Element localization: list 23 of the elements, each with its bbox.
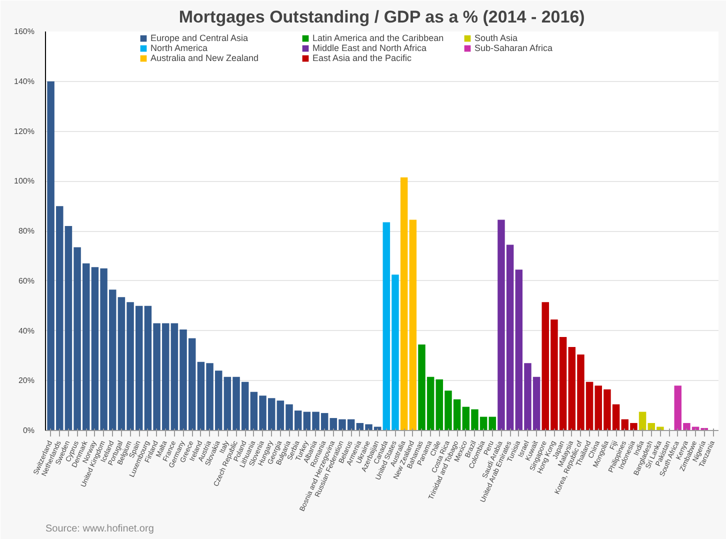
source-note: Source: www.hofinet.org — [46, 524, 154, 534]
y-tick-label: 120% — [14, 126, 35, 136]
y-tick-label: 100% — [14, 176, 35, 186]
y-tick-label: 80% — [18, 226, 35, 236]
y-tick-label: 60% — [18, 276, 35, 286]
legend-label: Sub-Saharan Africa — [474, 43, 554, 53]
chart-title: Mortgages Outstanding / GDP as a % (2014 - 2016) — [178, 8, 585, 26]
legend-label: North America — [150, 43, 209, 53]
bar — [488, 416, 496, 430]
bar — [400, 177, 408, 430]
y-tick-label: 0% — [22, 426, 34, 435]
legend-label: East Asia and the Pacific — [312, 53, 413, 63]
legend-label: South Asia — [474, 33, 519, 43]
y-tick-label: 160% — [14, 27, 35, 36]
legend-label: Latin America and the Caribbean — [312, 33, 445, 43]
y-tick-label: 20% — [18, 376, 35, 386]
y-tick-label: 140% — [14, 76, 35, 86]
legend-label: Australia and New Zealand — [150, 53, 260, 63]
y-tick-label: 40% — [18, 326, 35, 336]
bar — [638, 412, 646, 430]
legend-label: Middle East and North Africa — [312, 43, 428, 53]
bar — [409, 220, 417, 430]
legend-label: Europe and Central Asia — [150, 33, 250, 43]
